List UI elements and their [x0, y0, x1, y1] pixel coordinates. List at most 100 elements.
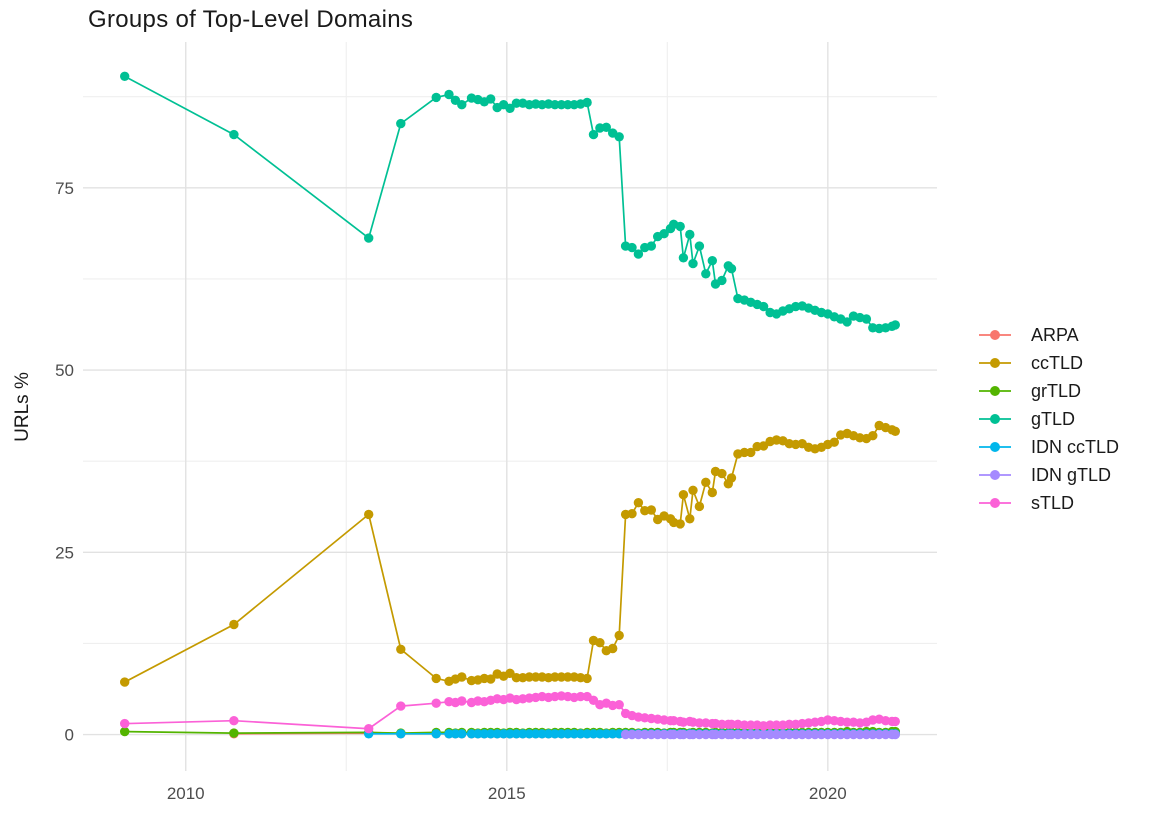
data-point-idn-gtld	[890, 729, 900, 740]
data-point-cctld	[717, 468, 727, 479]
data-point-idn-gtld	[880, 729, 891, 740]
data-point-cctld	[431, 673, 441, 684]
legend-label-idn-cctld: IDN ccTLD	[1031, 436, 1120, 457]
data-point-stld	[890, 716, 900, 727]
legend-swatch-cctld	[979, 358, 1011, 368]
data-point-cctld	[890, 426, 900, 436]
data-point-gtld	[659, 229, 669, 239]
data-point-idn-cctld	[575, 729, 586, 739]
data-point-idn-gtld	[669, 729, 679, 740]
data-point-cctld	[694, 501, 705, 512]
data-point-idn-gtld	[758, 729, 769, 740]
data-point-cctld	[614, 630, 624, 641]
data-point-gtld	[694, 241, 705, 251]
legend-item-gtld: gTLD	[978, 405, 1119, 433]
data-point-idn-gtld	[791, 729, 801, 740]
data-point-idn-cctld	[486, 729, 496, 739]
data-point-gtld	[582, 97, 592, 108]
data-point-gtld	[486, 94, 496, 104]
data-point-cctld	[701, 477, 711, 487]
data-point-gtld	[396, 118, 406, 129]
legend-swatch-grtld	[979, 386, 1011, 396]
legend-dot-gtld	[990, 414, 1000, 424]
legend-swatch-idn-cctld	[979, 442, 1011, 452]
legend: ARPA ccTLD grTLD gTLD IDN ccTLD IDN gTLD sTLD	[978, 321, 1119, 517]
data-point-stld	[396, 701, 406, 711]
y-axis-label: URLs %	[12, 372, 33, 442]
data-point-gtld	[550, 100, 560, 110]
series-line-gtld	[124, 75, 896, 330]
data-point-gtld	[861, 314, 872, 324]
data-point-cctld	[120, 677, 130, 687]
data-point-cctld	[229, 619, 239, 630]
data-point-cctld	[457, 672, 467, 682]
data-point-cctld	[627, 509, 637, 519]
data-point-stld	[575, 691, 586, 702]
x-tick-label: 2015	[488, 784, 526, 803]
y-tick-label: 25	[55, 543, 74, 562]
data-point-cctld	[595, 638, 605, 648]
data-point-cctld	[678, 490, 689, 500]
data-point-cctld	[675, 519, 685, 529]
data-point-gtld	[627, 242, 637, 253]
data-point-gtld	[726, 264, 737, 274]
data-point-gtld	[685, 229, 695, 240]
data-point-gtld	[717, 275, 727, 286]
data-point-idn-cctld	[550, 729, 560, 739]
legend-item-stld: sTLD	[978, 489, 1119, 517]
data-point-idn-cctld	[457, 729, 467, 739]
legend-dot-idn-gtld	[990, 470, 1000, 480]
legend-label-idn-gtld: IDN gTLD	[1031, 464, 1112, 485]
data-point-cctld	[746, 447, 756, 458]
data-point-cctld	[688, 485, 698, 495]
legend-item-arpa: ARPA	[978, 321, 1119, 349]
legend-item-grtld: grTLD	[978, 377, 1119, 405]
legend-dot-idn-cctld	[990, 442, 1000, 452]
data-point-cctld	[550, 672, 560, 682]
data-point-stld	[364, 724, 374, 734]
data-point-grtld	[229, 728, 239, 738]
x-tick-label: 2020	[809, 784, 847, 803]
legend-label-gtld: gTLD	[1031, 408, 1076, 429]
legend-swatch-stld	[979, 498, 1011, 508]
data-point-gtld	[633, 249, 644, 259]
data-point-gtld	[120, 71, 130, 82]
data-point-idn-gtld	[640, 729, 650, 740]
data-point-idn-cctld	[608, 729, 618, 739]
data-point-gtld	[457, 100, 467, 110]
data-point-cctld	[633, 498, 644, 508]
data-point-idn-gtld	[733, 729, 743, 740]
data-point-stld	[229, 716, 239, 726]
data-point-gtld	[614, 132, 624, 142]
data-point-gtld	[707, 256, 717, 266]
data-point-stld	[457, 696, 467, 706]
legend-dot-grtld	[990, 386, 1000, 396]
y-tick-label: 75	[55, 179, 74, 198]
legend-swatch-idn-gtld	[979, 470, 1011, 480]
data-point-gtld	[588, 129, 599, 140]
data-point-cctld	[608, 643, 618, 654]
legend-item-idn-cctld: IDN ccTLD	[978, 433, 1119, 461]
legend-dot-stld	[990, 498, 1000, 508]
data-point-gtld	[678, 253, 689, 263]
data-point-stld	[431, 698, 441, 708]
data-point-gtld	[444, 89, 454, 100]
x-tick-label: 2010	[167, 784, 205, 803]
legend-label-stld: sTLD	[1031, 492, 1075, 513]
legend-dot-arpa	[990, 330, 1000, 340]
data-point-cctld	[486, 674, 496, 684]
data-point-idn-gtld	[823, 729, 833, 740]
legend-item-cctld: ccTLD	[978, 349, 1119, 377]
data-point-gtld	[646, 241, 656, 251]
data-point-cctld	[364, 509, 374, 520]
data-point-cctld	[829, 437, 839, 447]
data-point-idn-gtld	[701, 729, 711, 740]
legend-dot-cctld	[990, 358, 1000, 368]
data-point-cctld	[685, 514, 695, 524]
data-point-gtld	[505, 103, 515, 114]
data-point-idn-gtld	[855, 729, 865, 740]
data-point-gtld	[601, 122, 611, 132]
data-point-stld	[614, 700, 624, 710]
data-point-idn-cctld	[518, 729, 528, 739]
